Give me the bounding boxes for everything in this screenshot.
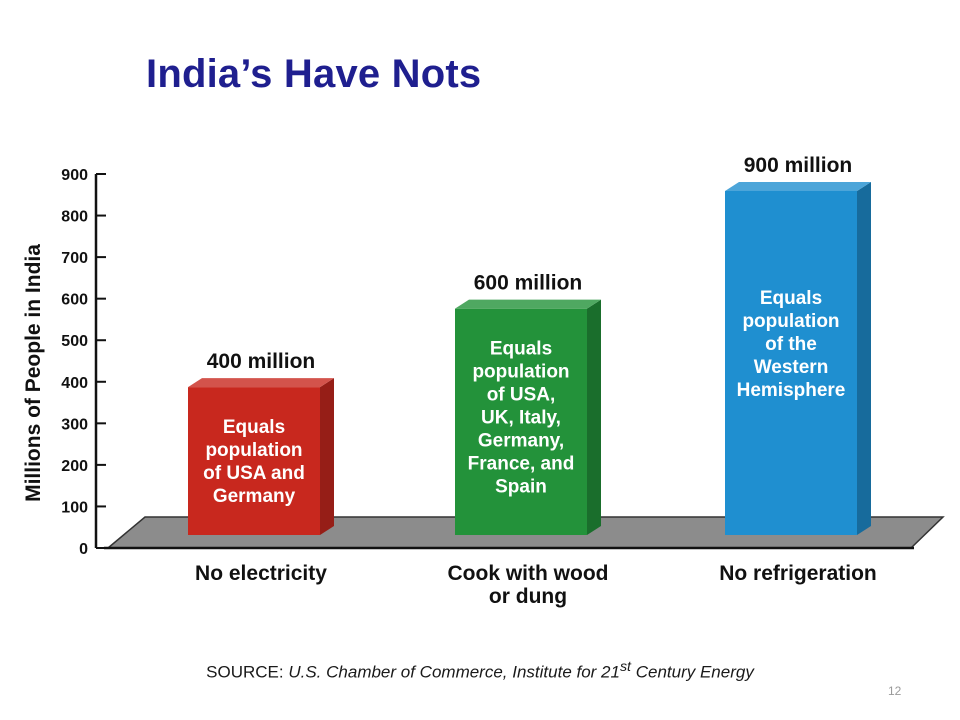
bar-annotation-line: France, and bbox=[468, 454, 575, 475]
slide-number: 12 bbox=[888, 684, 902, 698]
y-tick-label: 900 bbox=[61, 167, 88, 184]
y-tick-label: 300 bbox=[61, 416, 88, 433]
bar-annotation-line: Hemisphere bbox=[737, 380, 846, 401]
bar-side bbox=[320, 378, 334, 535]
source-citation: SOURCE: U.S. Chamber of Commerce, Instit… bbox=[0, 659, 960, 683]
bar-annotation-line: Equals bbox=[490, 339, 552, 360]
bar-side bbox=[857, 182, 871, 535]
bar-side bbox=[587, 299, 601, 535]
source-text: U.S. Chamber of Commerce, Institute for … bbox=[288, 662, 620, 682]
bar-annotation-line: of USA and bbox=[203, 463, 305, 484]
y-axis: 0 100 200 300 400 500 600 700 800 900 bbox=[61, 167, 106, 558]
bar-annotation-line: Equals bbox=[223, 417, 285, 438]
y-tick-label: 100 bbox=[61, 499, 88, 516]
bar-annotation-line: Spain bbox=[495, 477, 547, 498]
bar-annotation-line: population bbox=[742, 311, 839, 332]
bar-front bbox=[725, 191, 857, 535]
y-tick-label: 500 bbox=[61, 333, 88, 350]
y-tick-label: 700 bbox=[61, 250, 88, 267]
bar-top bbox=[455, 299, 601, 309]
bar-front bbox=[188, 387, 320, 535]
y-tick-label: 600 bbox=[61, 292, 88, 309]
bar-value-label: 900 million bbox=[744, 154, 853, 177]
bar-annotation-line: Germany bbox=[213, 486, 296, 507]
source-label: SOURCE: bbox=[206, 662, 289, 682]
y-tick-label: 200 bbox=[61, 458, 88, 475]
bar-front bbox=[455, 308, 587, 535]
category-label: No refrigeration bbox=[719, 562, 877, 585]
y-tick-label: 0 bbox=[79, 541, 88, 558]
bar-top bbox=[188, 378, 334, 388]
bar-annotation-line: of USA, bbox=[487, 385, 556, 406]
bar-annotation-line: UK, Italy, bbox=[481, 408, 561, 429]
bar-annotation-line: Germany, bbox=[478, 431, 564, 452]
category-label: or dung bbox=[489, 585, 567, 608]
bar-annotation-line: Western bbox=[754, 357, 829, 378]
y-axis-title: Millions of People in India bbox=[22, 244, 45, 502]
bar-top bbox=[725, 182, 871, 191]
y-tick-label: 800 bbox=[61, 209, 88, 226]
source-text-end: Century Energy bbox=[630, 662, 754, 682]
category-label: No electricity bbox=[195, 562, 327, 585]
bar-annotation-line: population bbox=[205, 440, 302, 461]
bar-chart: 0 100 200 300 400 500 600 700 800 900 400 million… bbox=[22, 154, 945, 608]
bar-annotation-line: Equals bbox=[760, 288, 822, 309]
bar-annotation-line: population bbox=[472, 362, 569, 383]
slide-title: India’s Have Nots bbox=[146, 52, 482, 96]
bar-annotation-line: of the bbox=[765, 334, 817, 355]
source-superscript: st bbox=[619, 659, 631, 675]
bar-value-label: 400 million bbox=[207, 350, 316, 373]
bar-value-label: 600 million bbox=[474, 272, 583, 295]
y-tick-label: 400 bbox=[61, 375, 88, 392]
category-label: Cook with wood bbox=[448, 562, 609, 585]
